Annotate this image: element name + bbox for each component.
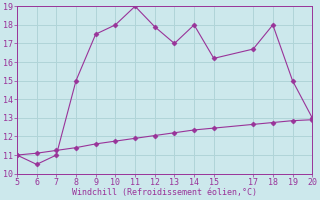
X-axis label: Windchill (Refroidissement éolien,°C): Windchill (Refroidissement éolien,°C) <box>72 188 257 197</box>
